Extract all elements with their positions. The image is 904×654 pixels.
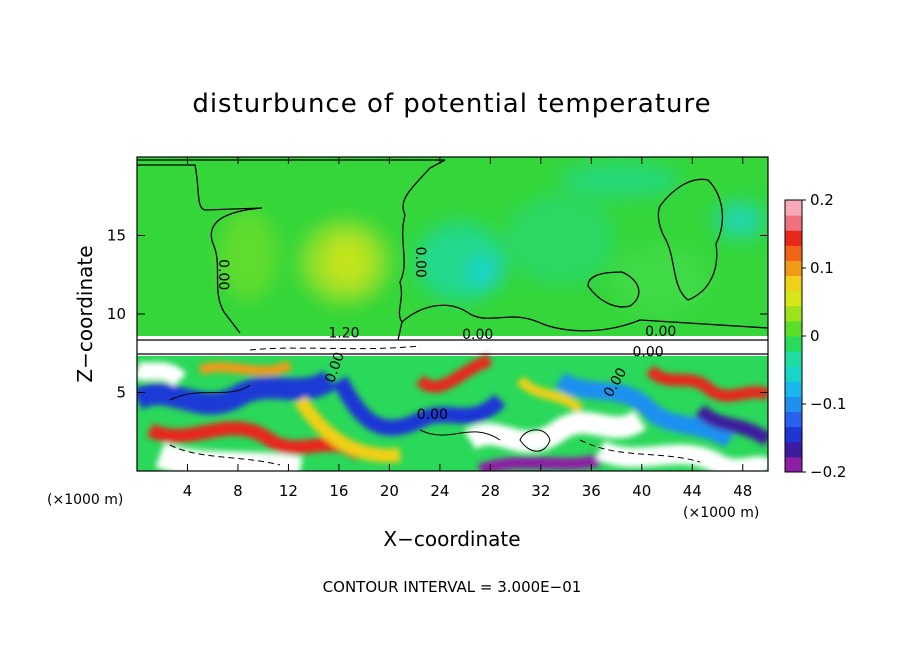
heatmap-field: 0.00 0.000.000.000.001.20 0.000.000.00 — [137, 157, 768, 471]
colorbar-swatch — [785, 396, 802, 413]
colorbar-tick-label: 0 — [810, 327, 820, 345]
x-tick-label: 40 — [632, 482, 651, 500]
x-tick-label: 24 — [430, 482, 449, 500]
x-tick-label: 20 — [380, 482, 399, 500]
colorbar: 0.2 0.1 0 −0.1 −0.2 — [784, 191, 846, 481]
lower-eddies — [137, 354, 768, 471]
contour-label: 1.20 — [328, 326, 359, 342]
colorbar-swatch — [785, 275, 802, 292]
colorbar-swatch — [785, 351, 802, 367]
colorbar-tick-label: 0.1 — [810, 259, 834, 277]
contour-label: 0.00 — [462, 327, 493, 343]
x-ticks: 4 8 12 16 20 24 28 32 36 40 44 48 — [183, 157, 752, 500]
x-units-right: (×1000 m) — [683, 505, 759, 521]
upper-anomalies — [218, 162, 765, 315]
contour-label: 0.00 — [645, 324, 676, 340]
colorbar-swatch — [785, 336, 802, 352]
y-axis-label: Z−coordinate — [73, 245, 97, 382]
contour-lines — [137, 159, 768, 452]
interface-band — [137, 336, 768, 356]
y-tick-label: 5 — [116, 384, 126, 402]
colorbar-swatch — [785, 215, 802, 231]
colorbar-swatch — [785, 320, 802, 337]
contour-interval-note: CONTOUR INTERVAL = 3.000E−01 — [323, 578, 582, 596]
x-tick-label: 12 — [279, 482, 298, 500]
contour-label: 0.00 — [412, 247, 428, 278]
x-tick-label: 4 — [183, 482, 193, 500]
y-tick-label: 15 — [107, 227, 126, 245]
colorbar-ticks: 0.2 0.1 0 −0.1 −0.2 — [802, 191, 846, 481]
colorbar-swatch — [785, 381, 802, 397]
colorbar-swatch — [785, 456, 802, 473]
contour-label: 0.00 — [215, 259, 231, 290]
x-tick-label: 32 — [531, 482, 550, 500]
contour-label: 0.00 — [633, 344, 664, 360]
chart-title: disturbunce of potential temperature — [192, 89, 711, 119]
colorbar-swatch — [785, 290, 802, 307]
contour-label: 0.00 — [417, 407, 448, 423]
colorbar-tick-label: −0.2 — [810, 463, 846, 481]
y-tick-label: 10 — [107, 305, 126, 323]
y-ticks: 5 10 15 — [107, 227, 768, 402]
colorbar-swatch — [785, 426, 802, 443]
x-tick-label: 28 — [481, 482, 500, 500]
x-tick-label: 48 — [733, 482, 752, 500]
x-tick-label: 16 — [329, 482, 348, 500]
x-tick-label: 8 — [233, 482, 243, 500]
x-units-left: (×1000 m) — [47, 492, 123, 508]
colorbar-swatch — [785, 441, 802, 458]
colorbar-swatches — [785, 200, 802, 473]
colorbar-swatch — [785, 305, 802, 322]
x-tick-label: 36 — [582, 482, 601, 500]
x-tick-label: 44 — [683, 482, 702, 500]
colorbar-swatch — [785, 230, 802, 246]
colorbar-tick-label: −0.1 — [810, 395, 846, 413]
colorbar-swatch — [785, 260, 802, 277]
colorbar-swatch — [785, 245, 802, 261]
dashed-contours — [169, 345, 701, 466]
x-axis-label: X−coordinate — [383, 527, 520, 551]
colorbar-swatch — [785, 200, 802, 216]
colorbar-swatch — [785, 411, 802, 428]
colorbar-tick-label: 0.2 — [810, 191, 834, 209]
colorbar-swatch — [785, 366, 802, 382]
